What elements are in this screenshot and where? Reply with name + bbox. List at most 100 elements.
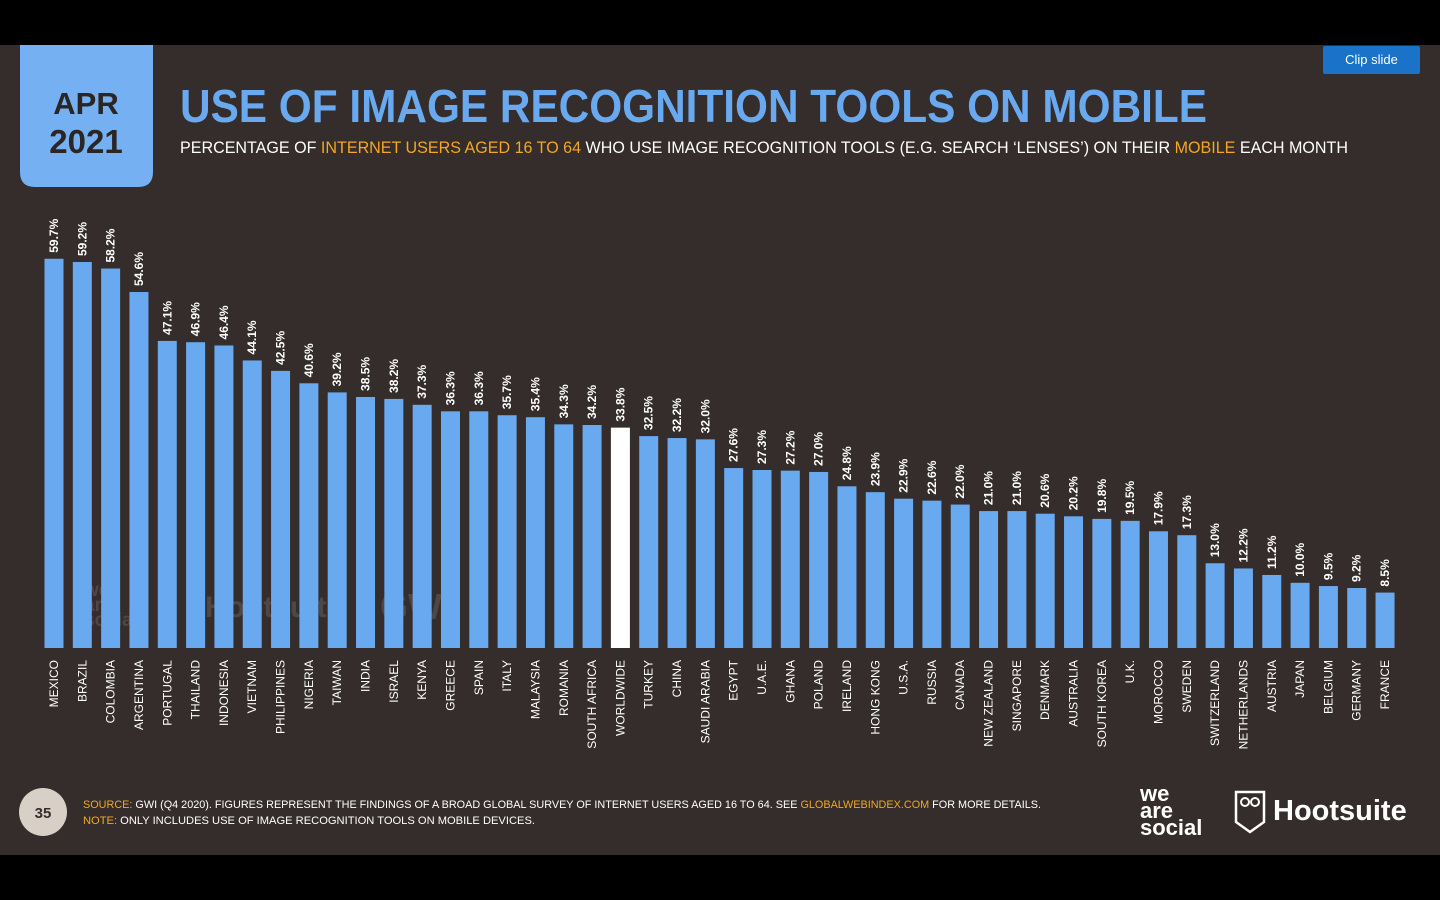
value-label: 37.3%	[415, 364, 429, 398]
bar	[979, 511, 999, 648]
category-label: NETHERLANDS	[1236, 660, 1250, 749]
value-label: 27.2%	[783, 430, 797, 464]
note-text: NOTE: ONLY INCLUDES USE OF IMAGE RECOGNI…	[83, 815, 535, 827]
category-label: BRAZIL	[75, 660, 89, 702]
bar	[950, 504, 970, 648]
bar	[667, 438, 687, 648]
date-box	[20, 45, 153, 187]
text-part: SOURCE:	[83, 799, 135, 811]
category-label: GREECE	[443, 660, 457, 711]
category-label: FRANCE	[1378, 660, 1392, 709]
bar	[497, 415, 517, 648]
value-label: 33.8%	[613, 387, 627, 421]
bar	[129, 292, 149, 648]
bar	[1233, 568, 1253, 648]
bar	[1205, 563, 1225, 648]
brand-icon	[1234, 790, 1266, 834]
chart-subtitle: PERCENTAGE OF INTERNET USERS AGED 16 TO …	[180, 138, 1348, 157]
slide-background	[0, 45, 1440, 855]
category-label: WORLDWIDE	[613, 660, 627, 736]
text-part: MOBILE	[1175, 138, 1236, 157]
bar	[752, 470, 772, 648]
bar	[101, 268, 121, 648]
value-label: 58.2%	[104, 228, 118, 262]
category-label: INDONESIA	[217, 660, 231, 726]
value-label: 35.4%	[528, 377, 542, 411]
category-label: HONG KONG	[868, 660, 882, 735]
value-label: 34.3%	[557, 384, 571, 418]
value-label: 38.5%	[359, 357, 373, 391]
bar	[469, 411, 489, 648]
bar	[157, 340, 177, 648]
value-label: 22.9%	[897, 458, 911, 492]
text-part: GWI (Q4 2020). FIGURES REPRESENT THE FIN…	[135, 799, 800, 811]
value-label: 46.4%	[217, 305, 231, 339]
value-label: 59.2%	[75, 222, 89, 256]
value-label: 17.9%	[1151, 491, 1165, 525]
category-label: CHINA	[670, 660, 684, 697]
value-label: 40.6%	[302, 343, 316, 377]
bar	[1035, 513, 1055, 648]
clip-slide-button[interactable]: Clip slide	[1323, 46, 1420, 74]
value-label: 19.8%	[1095, 479, 1109, 513]
value-label: 10.0%	[1293, 542, 1307, 576]
value-label: 42.5%	[274, 331, 288, 365]
value-label: 9.2%	[1350, 554, 1364, 582]
category-label: SAUDI ARABIA	[698, 660, 712, 743]
category-label: THAILAND	[189, 660, 203, 720]
text-part: PERCENTAGE OF	[180, 138, 321, 157]
bar	[1148, 531, 1168, 648]
value-label: 11.2%	[1265, 535, 1279, 569]
bar	[610, 427, 630, 648]
date-year: 2021	[49, 123, 122, 160]
value-label: 38.2%	[387, 359, 401, 393]
bar	[1262, 574, 1282, 648]
bar	[44, 258, 64, 648]
value-label: 22.0%	[953, 464, 967, 498]
value-label: 27.0%	[812, 432, 826, 466]
category-label: ROMANIA	[557, 660, 571, 716]
value-label: 32.5%	[642, 396, 656, 430]
category-label: SOUTH AFRICA	[585, 660, 599, 749]
category-label: SPAIN	[472, 660, 486, 695]
value-label: 21.0%	[982, 471, 996, 505]
bar	[72, 262, 92, 648]
category-label: TURKEY	[642, 660, 656, 709]
bar	[1290, 582, 1310, 648]
bar	[1120, 520, 1140, 648]
category-label: PHILIPPINES	[274, 660, 288, 734]
category-label: INDIA	[359, 660, 373, 692]
value-label: 47.1%	[160, 301, 174, 335]
value-label: 24.8%	[840, 446, 854, 480]
brand-left-line: we	[1139, 781, 1169, 806]
chart-title: USE OF IMAGE RECOGNITION TOOLS ON MOBILE	[180, 80, 1207, 132]
bar	[1347, 588, 1367, 648]
value-label: 32.0%	[698, 399, 712, 433]
page-badge	[19, 788, 67, 836]
category-label: BELGIUM	[1321, 660, 1335, 714]
category-label: NEW ZEALAND	[982, 660, 996, 747]
value-label: 59.7%	[47, 218, 61, 252]
text-part: INTERNET USERS AGED 16 TO 64	[321, 138, 581, 157]
bar	[1007, 511, 1027, 648]
bar	[1375, 592, 1395, 648]
value-label: 46.9%	[189, 302, 203, 336]
value-label: 20.2%	[1067, 476, 1081, 510]
value-label: 32.2%	[670, 398, 684, 432]
value-label: 39.2%	[330, 352, 344, 386]
bar	[412, 404, 432, 648]
value-label: 54.6%	[132, 252, 146, 286]
category-label: CANADA	[953, 660, 967, 710]
bar	[695, 439, 715, 648]
bar	[1318, 586, 1338, 648]
category-label: ARGENTINA	[132, 660, 146, 730]
bar	[1177, 535, 1197, 648]
bar	[1064, 516, 1084, 648]
category-label: SWEDEN	[1180, 660, 1194, 713]
bar	[242, 360, 262, 648]
category-label: GHANA	[783, 660, 797, 703]
bar	[922, 500, 942, 648]
brand-icon-eye	[1250, 797, 1260, 807]
bars: 59.7% MEXICO 59.2% BRAZIL 58.2% COLOMBIA 54.6%…	[44, 218, 1395, 749]
